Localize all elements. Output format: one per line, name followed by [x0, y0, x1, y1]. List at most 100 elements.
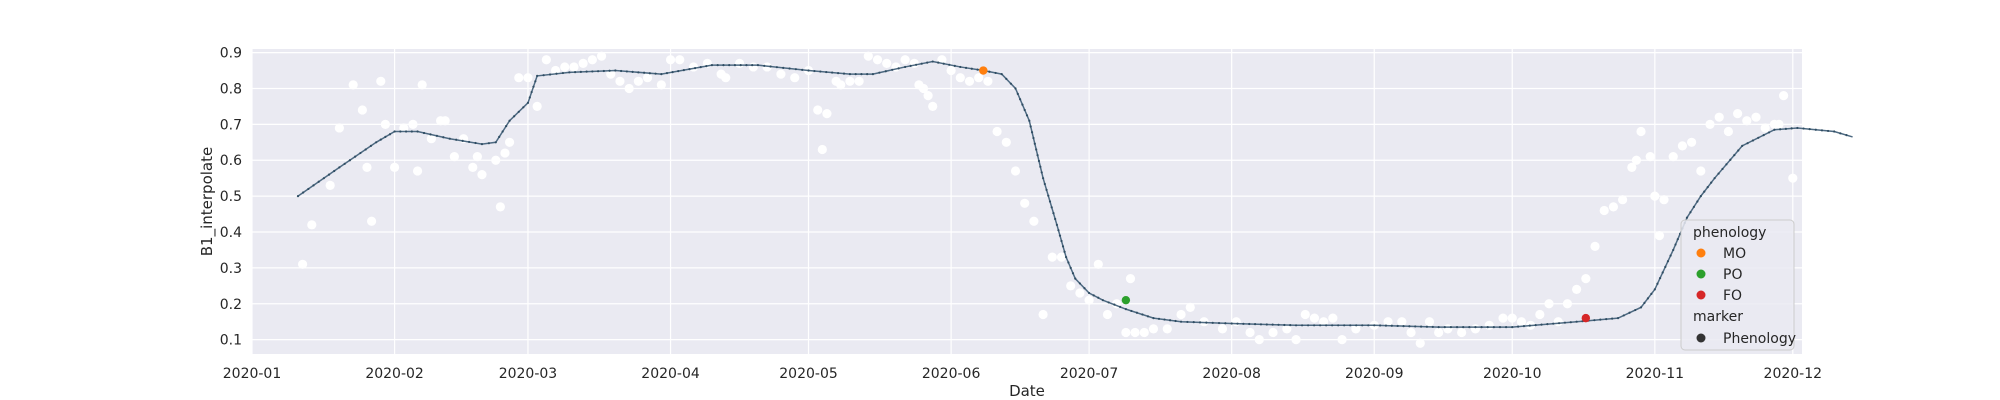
- phenology-point-po: [1121, 295, 1131, 305]
- interpolation-marker: [648, 72, 651, 75]
- x-tick-label: 2020-05: [779, 366, 838, 382]
- scatter-point: [1337, 335, 1347, 345]
- interpolation-marker: [532, 85, 535, 88]
- interpolation-marker: [534, 80, 537, 83]
- scatter-point: [376, 76, 386, 86]
- scatter-point: [642, 73, 653, 83]
- interpolation-marker: [602, 69, 605, 73]
- scatter-point: [872, 55, 883, 65]
- scatter-point: [836, 80, 846, 90]
- y-tick-label: 0.8: [220, 81, 242, 97]
- interpolation-marker: [637, 71, 640, 74]
- scatter-point: [504, 137, 515, 147]
- interpolation-marker: [1319, 324, 1322, 327]
- interpolation-marker: [745, 64, 748, 67]
- interpolation-marker: [1289, 324, 1292, 327]
- interpolation-marker: [1057, 229, 1060, 232]
- scatter-point: [624, 83, 634, 94]
- interpolation-marker: [1041, 177, 1045, 180]
- x-tick-label: 2020-09: [1345, 366, 1404, 382]
- interpolation-marker: [1522, 325, 1526, 328]
- scatter-point: [854, 76, 864, 86]
- interpolation-marker: [1605, 318, 1608, 321]
- interpolation-marker: [448, 137, 451, 140]
- interpolation-marker: [710, 64, 714, 67]
- interpolation-marker: [429, 133, 432, 136]
- scatter-point: [776, 69, 786, 79]
- interpolation-marker: [897, 67, 900, 70]
- interpolation-marker: [1361, 324, 1364, 327]
- scatter-point: [334, 123, 344, 133]
- interpolation-marker: [422, 131, 426, 135]
- interpolation-marker: [1000, 73, 1003, 76]
- interpolation-marker: [1839, 132, 1842, 135]
- interpolation-marker: [716, 64, 719, 67]
- interpolation-marker: [1650, 292, 1653, 295]
- interpolation-marker: [1078, 282, 1081, 285]
- interpolation-marker: [1696, 200, 1699, 203]
- interpolation-marker: [317, 180, 320, 183]
- scatter-point: [1668, 152, 1678, 162]
- interpolation-marker: [1664, 265, 1667, 268]
- interpolation-marker: [369, 144, 373, 147]
- scatter-point: [1590, 241, 1600, 251]
- interpolation-marker: [693, 67, 697, 70]
- scatter-point: [1162, 324, 1172, 334]
- legend-box: [1680, 219, 1795, 351]
- interpolation-marker: [931, 60, 934, 63]
- interpolation-marker: [1092, 294, 1095, 297]
- interpolation-marker: [1729, 158, 1732, 161]
- scatter-point: [1788, 173, 1798, 183]
- interpolation-marker: [359, 151, 362, 155]
- interpolation-marker: [1737, 149, 1740, 152]
- scatter-point: [900, 55, 910, 65]
- interpolation-marker: [1443, 325, 1446, 329]
- legend: phenology MO PO FO marker Phenology: [1680, 219, 1796, 351]
- scatter-point: [297, 259, 308, 269]
- x-tick-label: 2020-12: [1764, 366, 1823, 382]
- scatter-point: [1608, 202, 1619, 212]
- interpolation-marker: [871, 73, 875, 76]
- scatter-point: [656, 80, 666, 90]
- scatter-point: [578, 58, 588, 68]
- interpolation-marker: [860, 73, 863, 76]
- interpolation-marker: [1016, 92, 1019, 95]
- scatter-point: [1217, 324, 1228, 334]
- interpolation-marker: [1845, 134, 1848, 137]
- scatter-point: [1599, 205, 1609, 216]
- interpolation-marker: [388, 133, 392, 136]
- scatter-point: [541, 55, 551, 65]
- scatter-series: [297, 51, 1798, 348]
- scatter-point: [1047, 252, 1057, 262]
- x-tick-label: 2020-04: [641, 366, 700, 382]
- interpolation-marker: [1035, 148, 1038, 151]
- scatter-point: [1121, 327, 1131, 338]
- interpolation-marker: [1294, 324, 1298, 327]
- interpolation-marker: [1063, 250, 1066, 253]
- scatter-point: [734, 58, 745, 68]
- interpolation-marker: [807, 69, 810, 72]
- legend-label-phenology: Phenology: [1723, 331, 1796, 347]
- interpolation-marker: [1025, 114, 1029, 117]
- interpolation-marker: [1557, 322, 1561, 325]
- interpolation-marker: [1043, 182, 1046, 186]
- interpolation-marker: [1097, 296, 1100, 299]
- interpolation-marker: [302, 191, 305, 194]
- interpolation-marker: [625, 70, 628, 73]
- scatter-point: [1125, 274, 1136, 284]
- scatter-point: [1659, 195, 1669, 205]
- scatter-point: [1562, 299, 1573, 309]
- interpolation-marker: [1643, 301, 1646, 304]
- scatter-point: [1498, 313, 1508, 323]
- scatter-point: [762, 62, 772, 72]
- interpolation-marker: [988, 70, 991, 73]
- interpolation-marker: [1431, 325, 1434, 329]
- interpolation-marker: [976, 68, 979, 71]
- interpolation-marker: [1030, 131, 1034, 134]
- interpolation-marker: [1685, 216, 1689, 219]
- interpolation-marker: [909, 64, 912, 67]
- interpolation-marker: [555, 72, 558, 75]
- interpolation-marker: [522, 106, 525, 109]
- interpolation-marker: [878, 71, 881, 74]
- interpolation-marker: [1672, 248, 1675, 252]
